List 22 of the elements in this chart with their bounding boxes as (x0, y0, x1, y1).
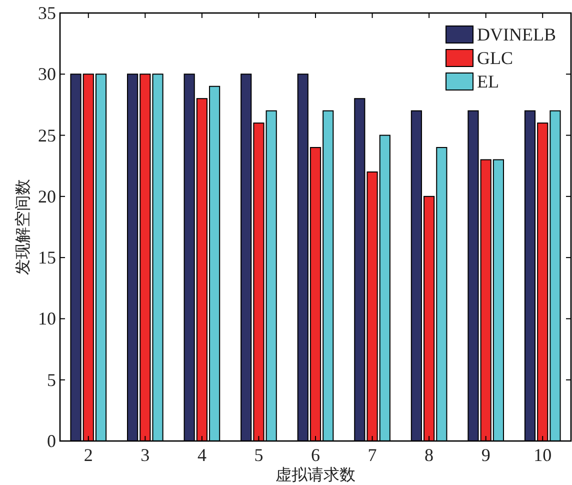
y-tick-label: 5 (47, 370, 56, 390)
y-tick-label: 20 (38, 186, 56, 206)
y-tick-label: 15 (38, 248, 56, 268)
x-tick-label: 7 (368, 445, 377, 465)
y-tick-label: 35 (38, 3, 56, 23)
x-tick-label: 10 (534, 445, 552, 465)
x-tick-label: 5 (254, 445, 264, 465)
y-tick-label: 25 (38, 125, 56, 146)
y-tick-label: 10 (38, 308, 56, 329)
x-tick-label: 4 (197, 445, 206, 465)
y-axis-title: 发现解空间数 (14, 179, 32, 275)
x-tick-label: 8 (424, 445, 434, 465)
x-tick-label: 3 (140, 445, 150, 465)
legend-label: DVINELB (477, 24, 556, 44)
y-tick-label: 30 (38, 64, 56, 84)
legend-label: GLC (477, 48, 513, 68)
x-tick-label: 6 (311, 445, 320, 465)
x-tick-label: 9 (481, 445, 490, 465)
x-axis-title: 虚拟请求数 (276, 466, 356, 484)
x-tick-label: 2 (84, 445, 93, 465)
legend-label: EL (477, 72, 499, 92)
y-tick-label: 0 (47, 431, 56, 451)
